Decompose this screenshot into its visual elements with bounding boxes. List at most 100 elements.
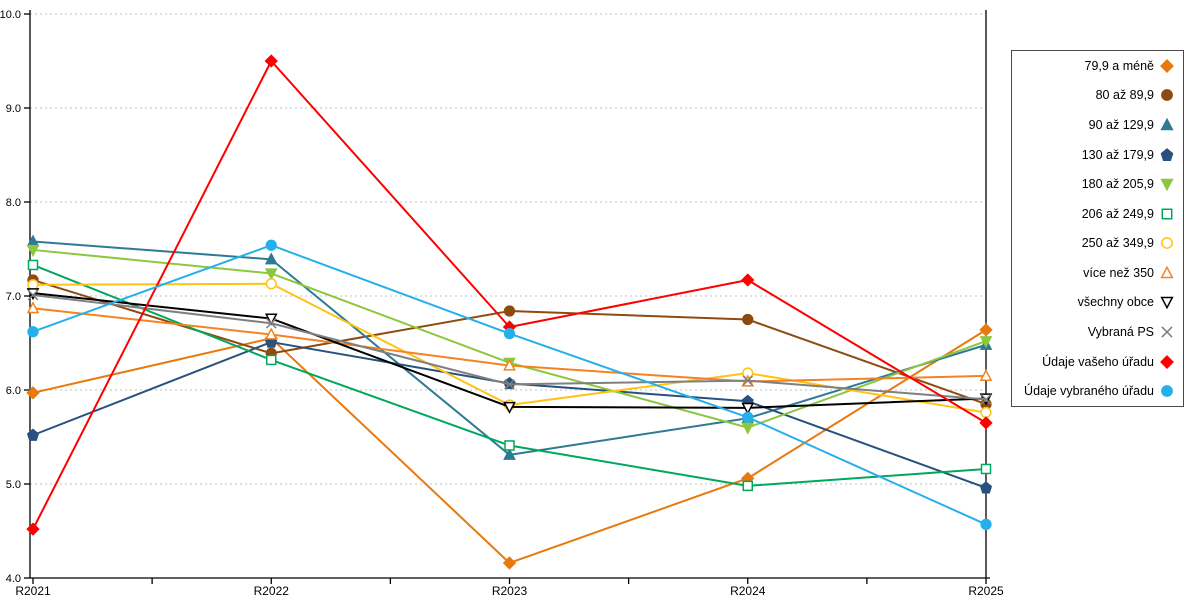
legend-marker-icon [1160,297,1174,310]
data-point-marker-pentagon [503,376,516,390]
data-point-marker-triangle-down [741,402,755,415]
data-point-marker-square [1161,208,1173,220]
y-axis-tick-label: 6.0 [6,385,21,397]
legend-item: Údaje vašeho úřadu [1012,347,1183,377]
data-point-marker-square [742,480,753,492]
data-point-marker-circle [1161,237,1173,250]
legend-item: Údaje vybraného úřadu [1012,376,1183,406]
x-axis-tick-label: R2021 [15,584,51,598]
legend-item: 180 až 205,9 [1012,169,1183,199]
series-12 [27,239,992,531]
legend-marker-icon [1161,385,1173,398]
data-point-marker-triangle-up [503,358,516,371]
y-axis-tick-label: 8.0 [6,197,21,209]
data-point-marker-triangle-down [741,422,755,435]
legend-marker-icon [1161,237,1173,250]
legend-item-label: Údaje vašeho úřadu [1042,354,1154,369]
data-point-marker-pentagon [26,428,40,441]
legend-item-label: 180 až 205,9 [1081,177,1154,192]
legend-box: 79,9 a méně 80 až 89,9 90 až 129,9 130 až 1… [1011,50,1184,407]
series-7 [27,278,992,419]
series-line [32,240,987,456]
data-point-marker-triangle-down [503,401,516,414]
legend-item: více než 350 [1012,258,1183,288]
data-point-marker-diamond [264,54,278,68]
data-point-marker-pentagon [979,481,993,494]
legend-item-label: Vybraná PS [1087,325,1154,340]
data-point-marker-diamond [26,522,40,536]
legend-item-label: 130 až 179,9 [1081,147,1154,162]
series-11 [26,54,993,536]
legend-item: 90 až 129,9 [1012,110,1183,140]
data-point-marker-circle [503,327,516,340]
legend-item-label: více než 350 [1083,265,1154,280]
gridlines [30,13,986,485]
data-point-marker-x [1161,326,1173,338]
data-point-marker-diamond [979,416,993,430]
data-point-marker-x [265,317,277,329]
legend-marker-icon [1161,208,1173,220]
series-9 [26,288,993,415]
data-point-marker-square [266,354,277,366]
data-point-marker-circle [503,305,516,317]
data-point-marker-triangle-down [264,313,278,326]
data-point-marker-triangle-down [26,288,40,301]
legend-item: 206 až 249,9 [1012,199,1183,229]
data-point-marker-diamond [502,556,517,570]
series-3 [26,234,993,460]
data-point-marker-circle [27,326,39,338]
data-point-marker-circle [980,406,992,419]
legend-item: 130 až 179,9 [1012,140,1183,170]
data-point-marker-triangle-up [979,368,993,381]
legend-marker-icon [1160,178,1174,192]
data-point-marker-x [980,394,992,405]
legend-marker-icon [1161,89,1173,102]
legend-marker-icon [1160,265,1174,279]
series-plot-area [26,54,993,570]
legend-item: 250 až 349,9 [1012,229,1183,259]
data-point-marker-triangle-up [264,252,278,265]
x-axis-tick-label: R2025 [968,584,1004,598]
y-axis-tick-label: 7.0 [6,291,21,303]
x-axis-tick-label: R2024 [730,584,766,598]
data-point-marker-circle [1161,385,1173,398]
data-point-marker-x [742,375,754,386]
data-point-marker-square [504,440,515,451]
legend-item: 80 až 89,9 [1012,81,1183,111]
data-point-marker-circle [742,313,754,326]
legend-item-label: 90 až 129,9 [1088,117,1154,132]
legend-item-label: 250 až 349,9 [1081,236,1154,251]
y-axis-labels: 10.0 9.0 8.0 7.0 6.0 5.0 4.0 [0,9,21,585]
y-axis-tick-label: 4.0 [6,573,21,585]
data-point-marker-diamond [979,323,993,337]
data-point-marker-circle [742,411,754,423]
legend-item-label: 206 až 249,9 [1081,206,1154,221]
data-point-marker-triangle-up [1160,117,1174,131]
data-point-marker-square [27,259,39,271]
data-point-marker-triangle-up [1160,265,1174,279]
data-point-marker-triangle-down [264,268,278,281]
data-point-marker-circle [1161,89,1173,102]
data-point-marker-circle [980,518,992,531]
data-point-marker-triangle-down [1160,178,1174,192]
x-axis-labels: R2021 R2022 R2023 R2024 R2025 [15,584,1004,598]
data-point-marker-diamond [741,273,755,287]
data-point-marker-diamond [26,386,40,400]
legend-marker-icon [1160,58,1174,73]
y-axis-tick-label: 5.0 [6,479,21,491]
data-point-marker-triangle-up [264,327,278,340]
legend-marker-icon [1160,147,1174,161]
legend-marker-icon [1160,117,1174,131]
series-6 [27,259,992,492]
data-point-marker-pentagon [1160,147,1174,161]
legend-item: Vybraná PS [1012,317,1183,347]
legend-item: 79,9 a méně [1012,51,1183,81]
legend-item: všechny obce [1012,288,1183,318]
data-point-marker-x [504,379,515,390]
data-point-marker-triangle-up [503,447,516,460]
data-point-marker-triangle-up [26,301,40,314]
data-point-marker-diamond [1160,354,1174,369]
data-point-marker-circle [265,239,277,251]
